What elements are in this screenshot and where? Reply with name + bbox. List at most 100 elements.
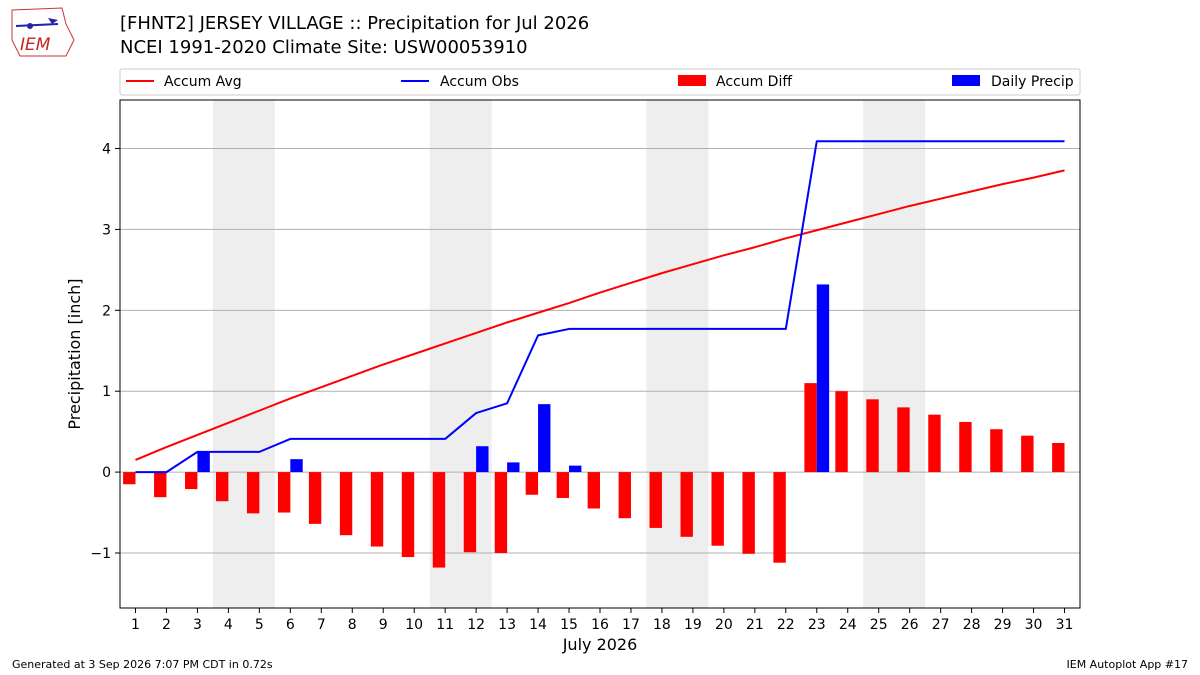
accum-diff-bar <box>556 472 570 498</box>
accum-avg-line <box>135 169 1065 461</box>
legend-label: Accum Obs <box>440 74 519 90</box>
legend-item-daily-precip: Daily Precip <box>952 74 1074 90</box>
daily-precip-bar <box>569 465 582 473</box>
legend-label: Accum Avg <box>164 74 242 90</box>
accum-diff-bars <box>123 383 1065 568</box>
x-tick-label: 28 <box>963 617 981 633</box>
daily-precip-bar <box>476 446 489 473</box>
accum-diff-bar <box>897 407 910 473</box>
x-tick-label: 30 <box>1025 617 1043 633</box>
accum-diff-bar <box>432 472 446 568</box>
iem-logo: IEM <box>11 7 75 57</box>
x-tick-label: 6 <box>286 617 295 633</box>
x-tick-label: 19 <box>684 617 702 633</box>
accum-diff-bar <box>463 472 477 553</box>
x-tick-label: 3 <box>193 617 202 633</box>
accum-diff-bar <box>246 472 260 514</box>
accum-diff-bar <box>959 421 972 473</box>
y-tick-label: −1 <box>90 546 111 562</box>
x-tick-label: 29 <box>994 617 1012 633</box>
x-tick-label: 13 <box>498 617 516 633</box>
weekend-shade <box>863 100 926 608</box>
legend-item-accum-avg: Accum Avg <box>126 74 242 90</box>
plot-background <box>212 100 926 608</box>
x-axis-label: July 2026 <box>562 635 638 654</box>
y-tick-label: 1 <box>102 384 111 400</box>
accum-lines <box>135 140 1065 474</box>
x-tick-label: 18 <box>653 617 671 633</box>
accum-diff-bar <box>928 414 941 473</box>
accum-diff-bar <box>711 472 724 546</box>
weekend-shade <box>646 100 709 608</box>
daily-precip-bar <box>290 459 303 473</box>
x-tick-label: 27 <box>932 617 950 633</box>
accum-diff-bar <box>1052 442 1065 473</box>
accum-diff-bar <box>866 399 879 473</box>
x-axis-ticks: 1 2 3 4 5 6 7 8 9 10 11 12 13 14 15 16 17 18 19 20 21 22 23 24 2… <box>131 608 1073 633</box>
generated-timestamp: Generated at 3 Sep 2026 7:07 PM CDT in 0… <box>12 658 273 671</box>
accum-diff-bar <box>649 472 662 528</box>
x-tick-label: 21 <box>746 617 764 633</box>
logo-text: IEM <box>20 35 51 55</box>
x-tick-label: 22 <box>777 617 795 633</box>
accum-diff-bar <box>154 472 167 498</box>
legend-label: Daily Precip <box>991 74 1074 90</box>
x-tick-label: 15 <box>560 617 578 633</box>
accum-diff-bar <box>773 472 786 563</box>
accum-diff-bar <box>618 472 631 519</box>
daily-precip-bars <box>197 284 830 473</box>
y-axis-ticks: −1 0 1 2 3 4 <box>90 142 120 562</box>
accum-diff-bar <box>216 472 229 502</box>
accum-diff-bar <box>525 472 539 495</box>
accum-diff-bar <box>990 429 1003 473</box>
x-tick-label: 26 <box>901 617 919 633</box>
accum-diff-bar <box>339 472 353 536</box>
x-tick-label: 2 <box>162 617 171 633</box>
x-tick-label: 17 <box>622 617 640 633</box>
accum-obs-line <box>135 140 1065 474</box>
x-tick-label: 14 <box>529 617 547 633</box>
accum-diff-bar <box>680 472 693 537</box>
daily-precip-bar <box>507 462 520 473</box>
accum-diff-bar <box>804 383 817 473</box>
y-tick-label: 0 <box>102 465 111 481</box>
y-tick-label: 3 <box>102 222 111 238</box>
weekend-shade <box>212 100 275 608</box>
x-tick-label: 1 <box>131 617 140 633</box>
x-tick-label: 4 <box>224 617 233 633</box>
legend-item-accum-obs: Accum Obs <box>401 74 519 90</box>
accum-diff-bar <box>123 472 136 485</box>
x-tick-label: 31 <box>1056 617 1074 633</box>
accum-diff-bar <box>308 472 322 524</box>
accum-diff-bar <box>587 472 600 509</box>
x-tick-label: 23 <box>808 617 826 633</box>
accum-diff-bar <box>835 391 848 473</box>
gridlines <box>120 148 1080 554</box>
y-tick-label: 4 <box>102 142 111 158</box>
legend-label: Accum Diff <box>716 74 792 90</box>
chart-subtitle: NCEI 1991-2020 Climate Site: USW00053910 <box>120 37 528 58</box>
x-tick-label: 7 <box>317 617 326 633</box>
accum-diff-bar <box>277 472 291 513</box>
app-label: IEM Autoplot App #17 <box>1066 658 1189 671</box>
accum-diff-bar <box>1021 435 1034 473</box>
x-tick-label: 20 <box>715 617 733 633</box>
x-tick-label: 8 <box>348 617 357 633</box>
y-tick-label: 2 <box>102 303 111 319</box>
legend-item-accum-diff: Accum Diff <box>678 74 792 90</box>
x-tick-label: 10 <box>405 617 423 633</box>
chart-title: [FHNT2] JERSEY VILLAGE :: Precipitation … <box>120 13 590 34</box>
x-tick-label: 12 <box>467 617 485 633</box>
accum-diff-bar <box>185 472 198 490</box>
legend: Accum Avg Accum Obs Accum Diff Daily Pre… <box>119 68 1081 96</box>
x-tick-label: 24 <box>839 617 857 633</box>
y-axis-label: Precipitation [inch] <box>65 278 84 429</box>
x-tick-label: 9 <box>379 617 388 633</box>
accum-diff-bar <box>401 472 415 558</box>
accum-diff-bar <box>742 472 755 554</box>
accum-diff-bar <box>370 472 384 547</box>
x-tick-label: 25 <box>870 617 888 633</box>
daily-precip-bar <box>538 404 551 473</box>
daily-precip-bar <box>197 451 210 473</box>
